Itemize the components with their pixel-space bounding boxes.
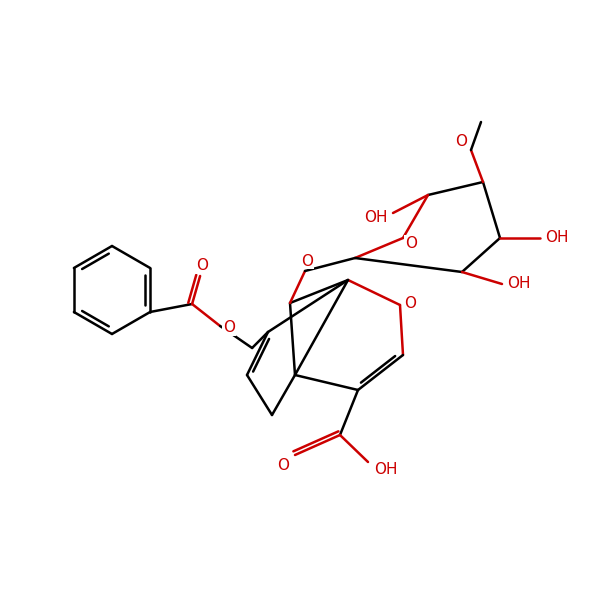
Text: OH: OH bbox=[545, 230, 569, 245]
Text: O: O bbox=[405, 235, 417, 251]
Text: O: O bbox=[196, 259, 208, 274]
Text: OH: OH bbox=[507, 277, 531, 292]
Text: OH: OH bbox=[374, 463, 398, 478]
Text: O: O bbox=[301, 253, 313, 269]
Text: OH: OH bbox=[364, 211, 388, 226]
Text: O: O bbox=[223, 320, 235, 335]
Text: O: O bbox=[404, 295, 416, 311]
Text: O: O bbox=[455, 134, 467, 149]
Text: O: O bbox=[277, 457, 289, 473]
